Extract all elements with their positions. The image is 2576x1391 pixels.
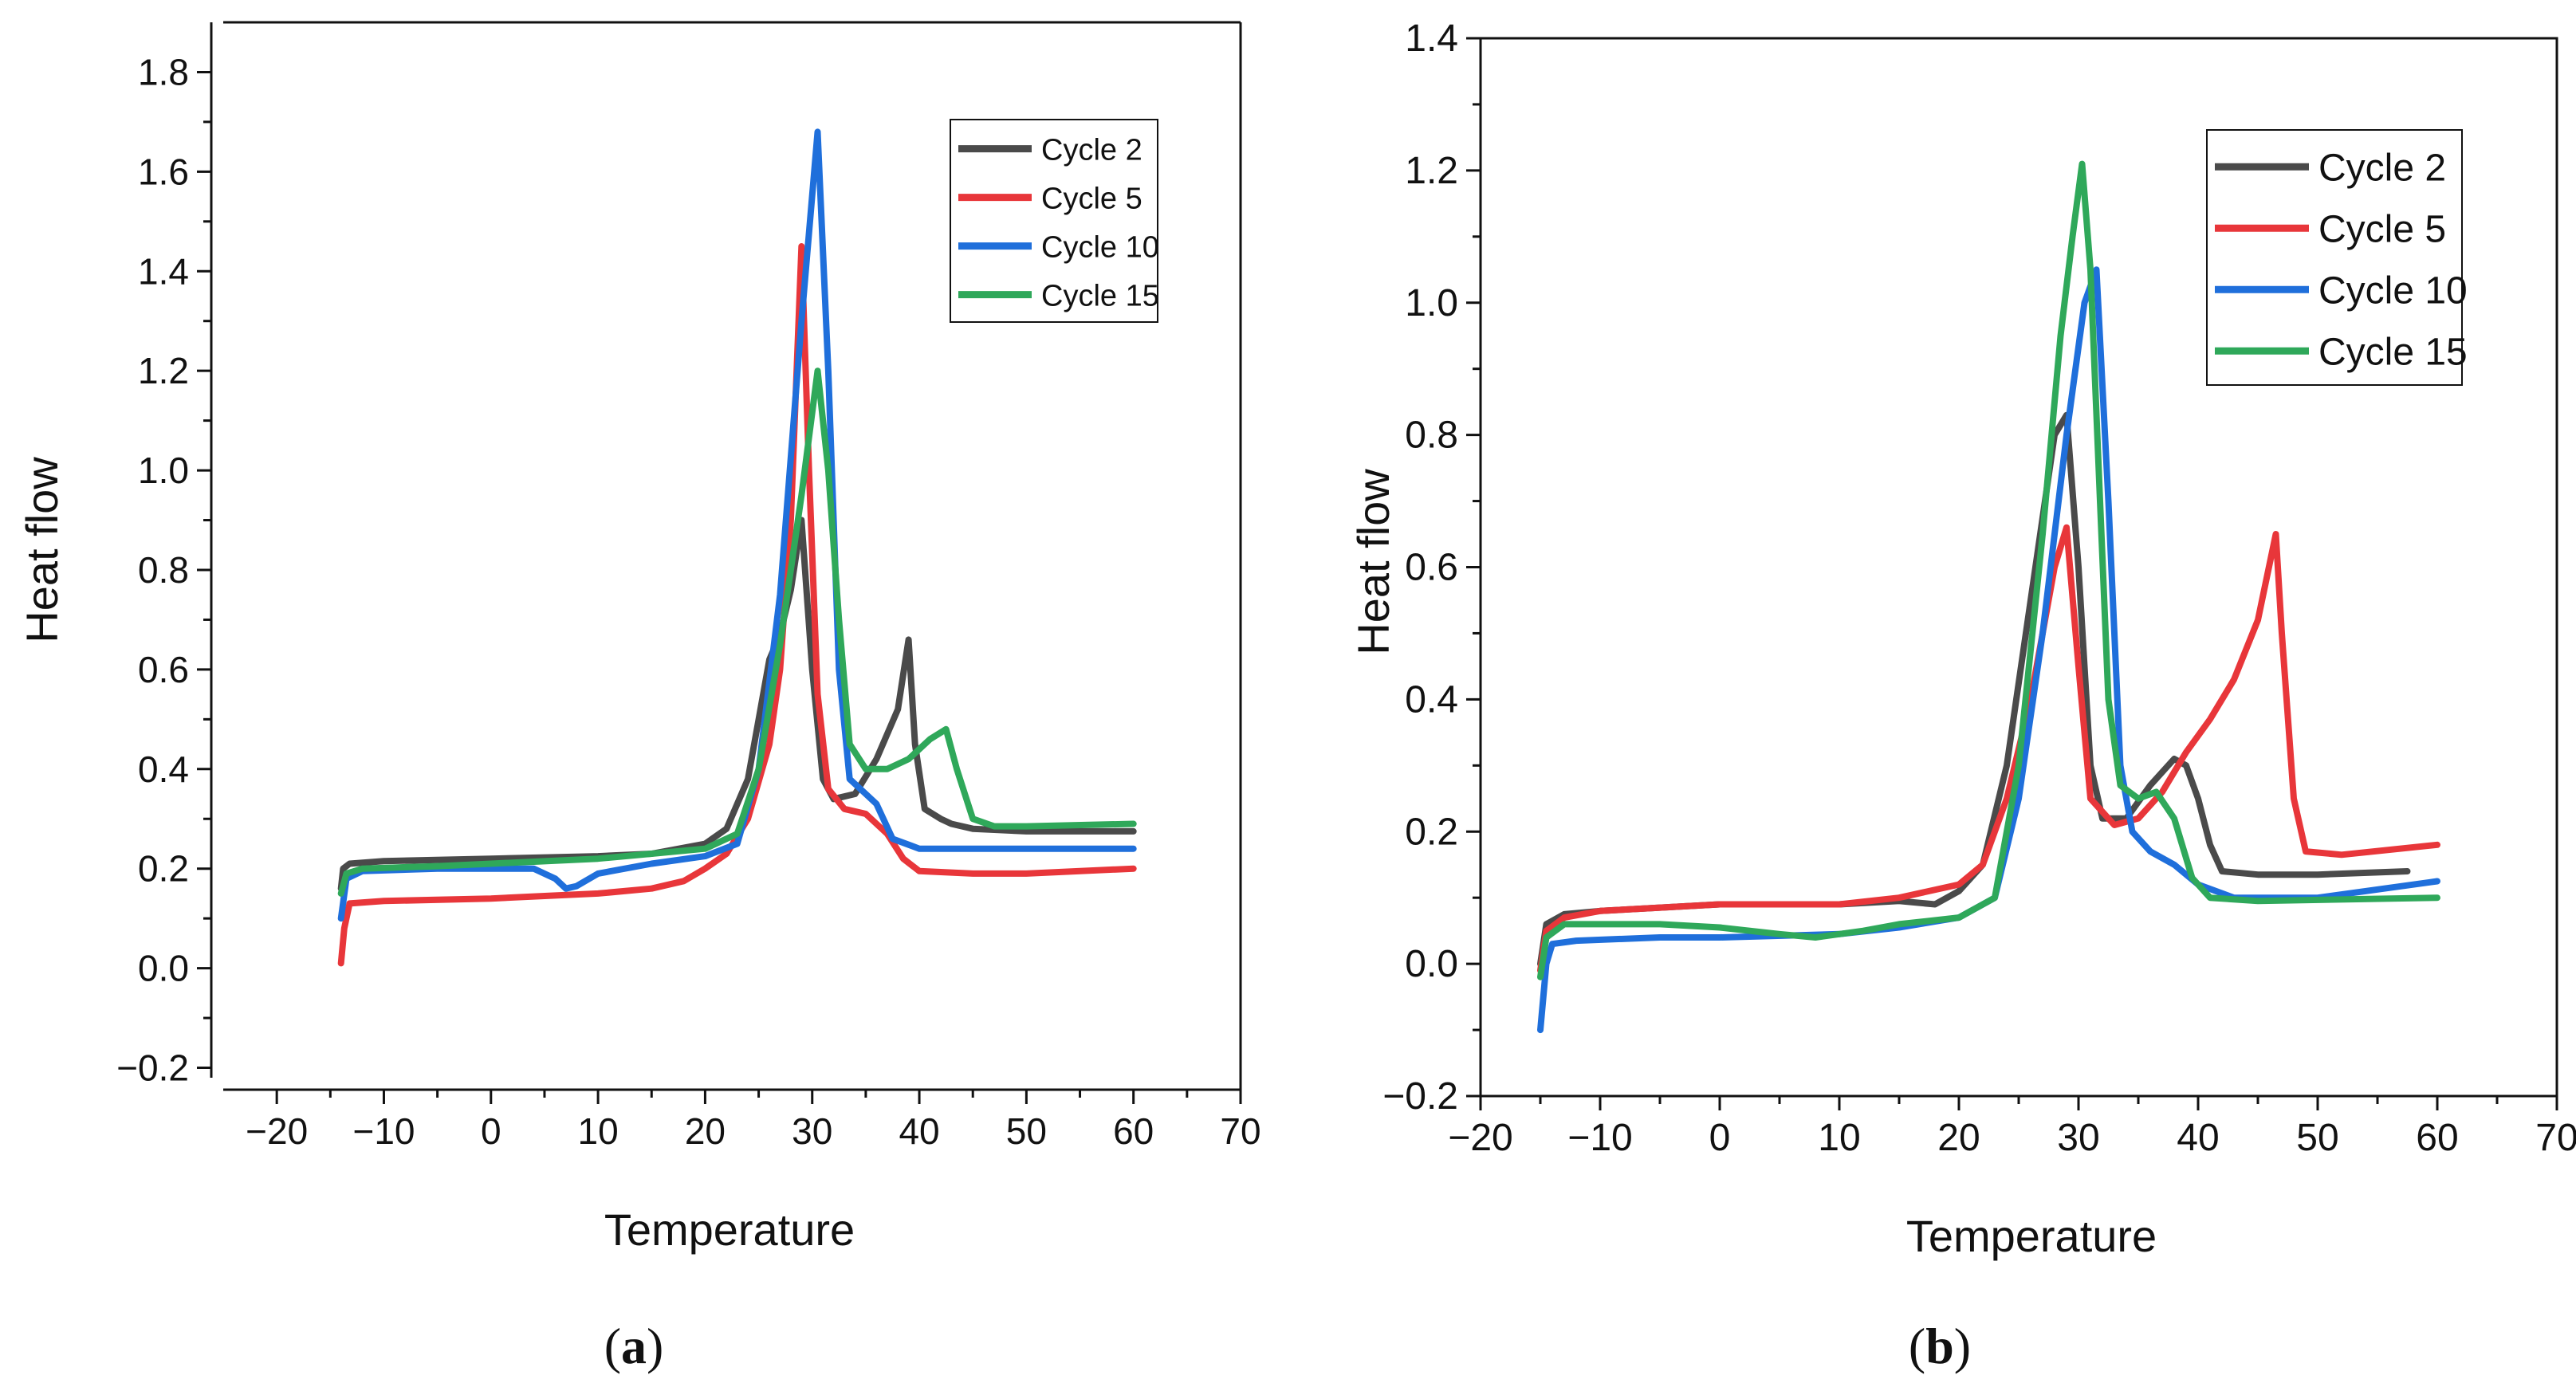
legend-label: Cycle 5	[1041, 182, 1142, 215]
y-tick-label: 0.4	[138, 749, 189, 790]
x-tick-label: 30	[2057, 1117, 2099, 1159]
legend-label: Cycle 5	[2318, 208, 2446, 250]
y-tick-label: 0.0	[138, 948, 189, 989]
y-tick-label: 0.0	[1405, 943, 1458, 985]
y-axis-title-a: Heat flow	[17, 457, 67, 643]
y-tick-label: 1.2	[1405, 150, 1458, 192]
panel-a: −20 −10 0 10 20 30 40 50 60 70 −0.2 0.0 0.2 0.4 0.6 0.…	[17, 21, 1261, 1374]
y-tick-label: 1.4	[1405, 18, 1458, 60]
series-line-cycle-2	[337, 517, 1137, 892]
legend-label: Cycle 15	[1041, 279, 1159, 312]
x-tick-label: 0	[1709, 1117, 1731, 1159]
x-tick-label: −10	[1567, 1117, 1632, 1159]
series-line-cycle-15	[1537, 160, 2440, 980]
x-tick-label: 40	[2177, 1117, 2219, 1159]
x-tick-label: −20	[246, 1110, 308, 1152]
y-tick-label: 1.0	[138, 450, 189, 491]
x-tick-label: 0	[481, 1110, 501, 1152]
x-tick-label: 50	[2296, 1117, 2338, 1159]
x-axis-title-b: Temperature	[1906, 1211, 2157, 1261]
x-axis-title-a: Temperature	[604, 1204, 855, 1255]
series-a	[337, 128, 1137, 967]
legend-a: Cycle 2 Cycle 5 Cycle 10 Cycle 15	[950, 119, 1159, 323]
x-tick-label: 60	[2416, 1117, 2458, 1159]
panel-b: −20 −10 0 10 20 30 40 50 60 70 −0.2 0.0 0.2 0.4 0.6 0.…	[1348, 18, 2576, 1374]
y-tick-label: 0.4	[1405, 678, 1458, 721]
y-tick-label: 1.0	[1405, 282, 1458, 324]
series-line-cycle-15	[337, 367, 1137, 897]
y-axis-title-b: Heat flow	[1348, 469, 1398, 655]
y-tick-label: −0.2	[116, 1047, 189, 1089]
y-tick-label: 0.6	[1405, 547, 1458, 589]
y-tick-label: 0.8	[138, 549, 189, 591]
x-tick-label: 60	[1113, 1110, 1154, 1152]
y-tick-label: −0.2	[1382, 1075, 1458, 1118]
y-ticks-a: −0.2 0.0 0.2 0.4 0.6 0.8 1.0 1.2 1.4 1.6 1.8	[116, 51, 211, 1089]
x-tick-label: 70	[1220, 1110, 1260, 1152]
x-ticks-a: −20 −10 0 10 20 30 40 50 60 70	[246, 1090, 1261, 1152]
x-tick-label: 10	[578, 1110, 619, 1152]
legend-label: Cycle 10	[1041, 230, 1159, 264]
panel-label-b: (b)	[1909, 1318, 1971, 1374]
x-tick-label: 70	[2535, 1117, 2576, 1159]
legend-box	[950, 119, 1158, 323]
legend-b: Cycle 2 Cycle 5 Cycle 10 Cycle 15	[2206, 129, 2468, 386]
x-tick-label: 40	[899, 1110, 939, 1152]
x-ticks-b: −20 −10 0 10 20 30 40 50 60 70	[1448, 1096, 2576, 1159]
y-ticks-b: −0.2 0.0 0.2 0.4 0.6 0.8 1.0 1.2 1.4	[1382, 18, 1481, 1118]
legend-label: Cycle 2	[2318, 147, 2446, 189]
y-tick-label: 0.6	[138, 649, 189, 690]
x-tick-label: −10	[352, 1110, 415, 1152]
y-tick-label: 1.8	[138, 51, 189, 92]
legend-box	[2206, 129, 2463, 386]
y-tick-label: 1.6	[138, 151, 189, 192]
series-b	[1537, 160, 2440, 1034]
x-tick-label: −20	[1448, 1117, 1512, 1159]
series-line-cycle-5	[337, 243, 1137, 967]
y-tick-label: 0.8	[1405, 415, 1458, 457]
x-tick-label: 50	[1006, 1110, 1047, 1152]
y-tick-label: 0.2	[1405, 811, 1458, 853]
x-tick-label: 20	[685, 1110, 726, 1152]
x-tick-label: 20	[1937, 1117, 1980, 1159]
y-tick-label: 1.4	[138, 250, 189, 292]
legend-label: Cycle 2	[1041, 133, 1142, 167]
y-tick-label: 1.2	[138, 350, 189, 391]
x-tick-label: 30	[792, 1110, 832, 1152]
axes-a	[210, 21, 1242, 1091]
panel-label-a: (a)	[604, 1318, 664, 1374]
series-line-cycle-5	[1537, 524, 2440, 974]
series-line-cycle-10	[1537, 266, 2440, 1034]
legend-label: Cycle 10	[2318, 269, 2468, 312]
legend-label: Cycle 15	[2318, 331, 2468, 373]
y-tick-label: 0.2	[138, 848, 189, 890]
x-tick-label: 10	[1818, 1117, 1860, 1159]
series-line-cycle-2	[1537, 411, 2411, 968]
